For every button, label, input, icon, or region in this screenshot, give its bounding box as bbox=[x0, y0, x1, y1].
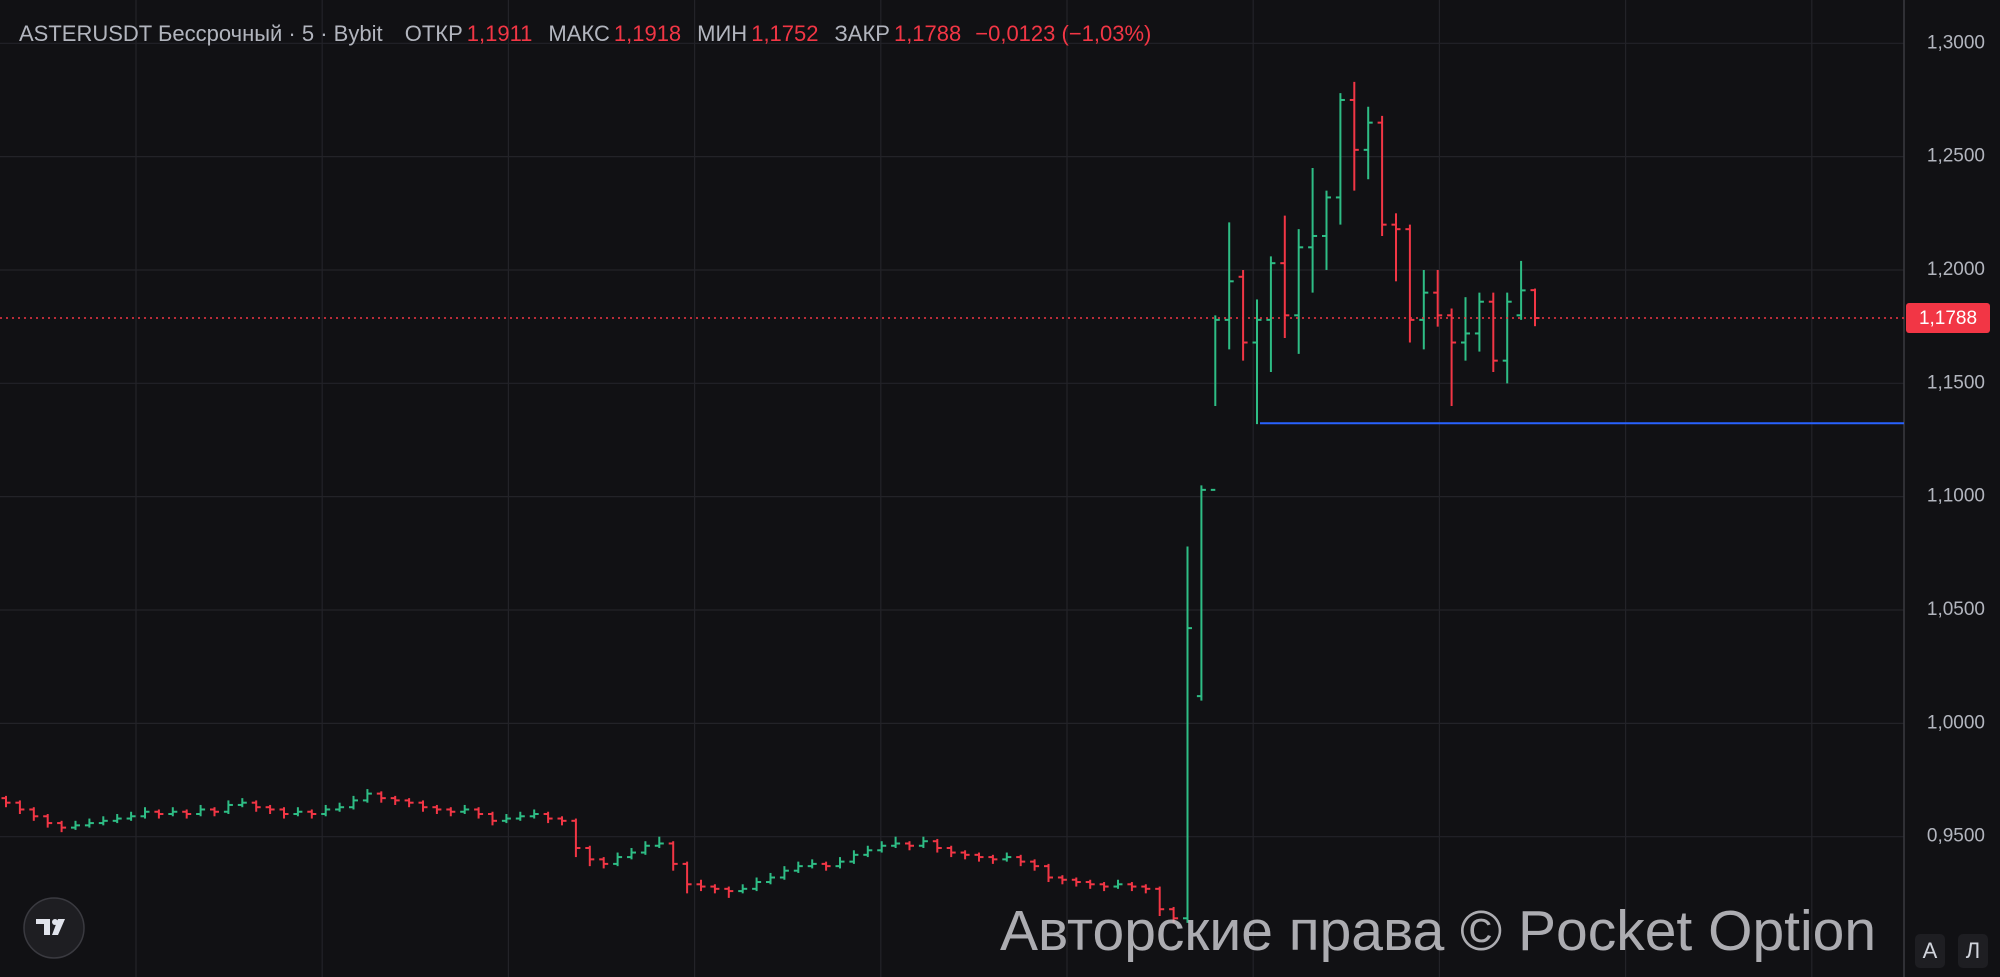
change: −0,0123 (−1,03%) bbox=[975, 21, 1151, 46]
y-tick-label: 1,1500 bbox=[1927, 372, 1985, 393]
auto-button[interactable]: А bbox=[1923, 938, 1938, 963]
y-tick-label: 1,0000 bbox=[1927, 712, 1985, 733]
legend-value: 1,1788 bbox=[894, 21, 961, 46]
bars bbox=[1, 81, 1540, 923]
button-bg[interactable] bbox=[1958, 934, 1988, 968]
log-button[interactable]: Л bbox=[1966, 938, 1980, 963]
button-bg[interactable] bbox=[1915, 934, 1945, 968]
legend-label: ОТКР bbox=[405, 21, 463, 46]
y-tick-label: 1,2000 bbox=[1927, 259, 1985, 280]
y-tick-label: 0,9500 bbox=[1927, 826, 1985, 847]
watermark: Авторские права © Pocket Option bbox=[1000, 899, 1876, 963]
legend-value: 1,1752 bbox=[751, 21, 818, 46]
last-price-box bbox=[1906, 303, 1990, 334]
header: ASTERUSDT Бессрочный · 5 · Bybit ОТКР 1,1… bbox=[19, 21, 1151, 46]
legend-value: 1,1911 bbox=[467, 21, 533, 46]
y-tick-label: 1,3000 bbox=[1927, 32, 1985, 53]
y-tick-label: 1,2500 bbox=[1927, 146, 1985, 167]
y-tick-label: 1,0500 bbox=[1927, 599, 1985, 620]
grid bbox=[0, 0, 1904, 977]
last-price-label: 1,1788 bbox=[1919, 308, 1977, 329]
y-tick-label: 1,1000 bbox=[1927, 486, 1985, 507]
symbol: ASTERUSDT Бессрочный · 5 · Bybit bbox=[19, 21, 383, 46]
legend-label: МИН bbox=[697, 21, 747, 46]
legend-label: МАКС bbox=[548, 21, 610, 46]
legend-value: 1,1918 bbox=[614, 21, 681, 46]
tv-logo bbox=[23, 897, 85, 959]
scale-buttons: А Л bbox=[1915, 934, 1988, 968]
legend-label: ЗАКР bbox=[835, 21, 890, 46]
